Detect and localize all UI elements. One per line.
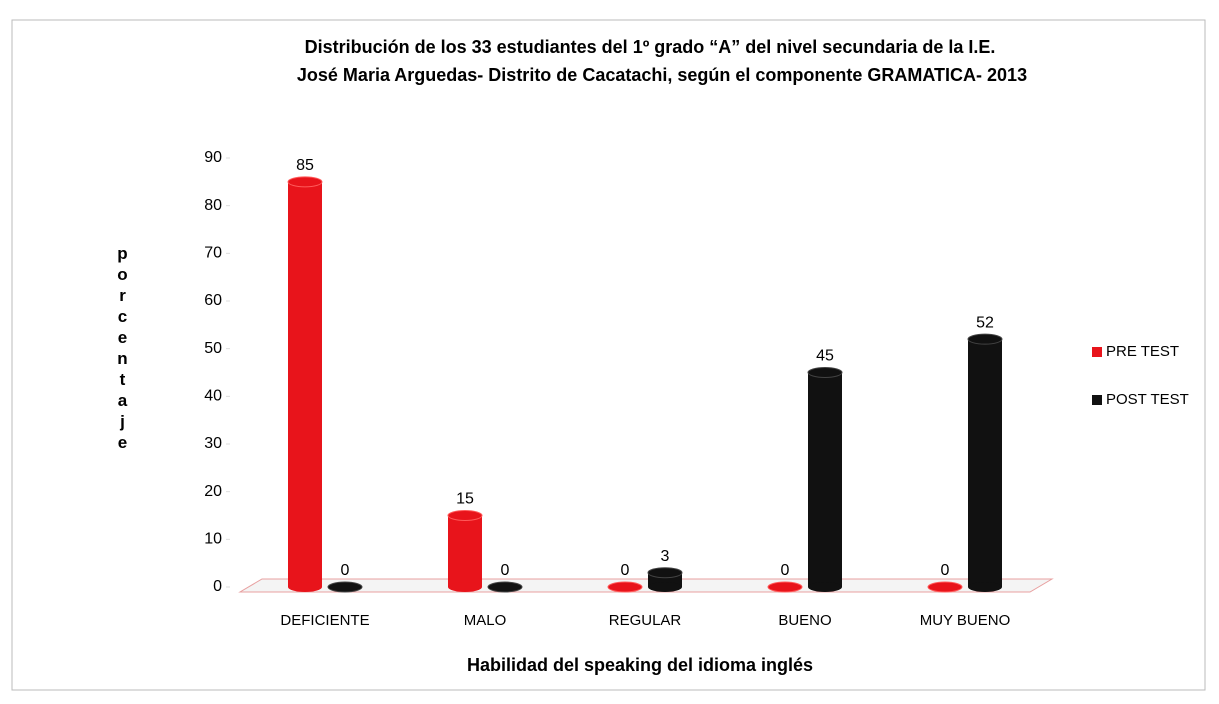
- bar-top: [807, 367, 843, 378]
- legend-swatch: [1092, 395, 1102, 405]
- bar-top: [487, 581, 523, 593]
- bar-top: [287, 176, 323, 188]
- y-tick-label: 60: [204, 292, 222, 309]
- y-tick-label: 0: [213, 578, 222, 595]
- data-label: 15: [456, 491, 474, 508]
- chart-subtitle: José Maria Arguedas- Distrito de Cacatac…: [297, 65, 1027, 85]
- data-label: 45: [816, 348, 834, 365]
- legend-swatch: [1092, 347, 1102, 357]
- legend-label: PRE TEST: [1106, 343, 1179, 360]
- bar-body: [288, 181, 322, 588]
- bar: [447, 510, 483, 592]
- data-label: 0: [941, 562, 950, 579]
- bar-top: [647, 567, 683, 579]
- data-label: 0: [781, 562, 790, 579]
- floor: [238, 578, 1054, 593]
- bar-body: [968, 339, 1002, 587]
- y-tick-label: 70: [204, 245, 222, 262]
- bar: [647, 567, 683, 592]
- x-tick-label: MALO: [464, 612, 507, 629]
- data-label: 3: [661, 548, 670, 565]
- bar: [487, 581, 523, 593]
- data-label: 85: [296, 157, 314, 174]
- y-tick-label: 90: [204, 149, 222, 166]
- bar-body: [448, 515, 482, 587]
- data-label: 0: [621, 562, 630, 579]
- bar-top: [767, 581, 803, 593]
- bar: [327, 581, 363, 593]
- legend-label: POST TEST: [1106, 391, 1189, 408]
- bar-base: [448, 582, 482, 592]
- chart-title: Distribución de los 33 estudiantes del 1…: [305, 37, 996, 57]
- y-tick-label: 40: [204, 388, 222, 405]
- data-label: 52: [976, 314, 994, 331]
- bar-body: [808, 372, 842, 587]
- x-tick-label: DEFICIENTE: [280, 612, 369, 629]
- bar: [927, 581, 963, 593]
- y-tick-label: 20: [204, 483, 222, 500]
- bar: [967, 333, 1003, 592]
- x-tick-label: BUENO: [778, 612, 831, 629]
- x-tick-label: REGULAR: [609, 612, 682, 629]
- y-tick-label: 50: [204, 340, 222, 357]
- bar-base: [288, 582, 322, 592]
- bar-top: [967, 333, 1003, 345]
- bar-top: [447, 510, 483, 521]
- data-label: 0: [501, 562, 510, 579]
- bar: [767, 581, 803, 593]
- y-tick-label: 80: [204, 197, 222, 214]
- bar-top: [327, 581, 363, 593]
- x-axis-label: Habilidad del speaking del idioma inglés: [467, 655, 813, 675]
- chart-frame: [11, 19, 1206, 691]
- bar: [807, 367, 843, 592]
- data-label: 0: [341, 562, 350, 579]
- x-tick-label: MUY BUENO: [920, 612, 1011, 629]
- y-tick-label: 10: [204, 531, 222, 548]
- bar-top: [927, 581, 963, 593]
- bar-base: [808, 582, 842, 592]
- bar-base: [968, 582, 1002, 592]
- bar: [287, 176, 323, 592]
- y-tick-label: 30: [204, 435, 222, 452]
- bar-base: [648, 582, 682, 592]
- bar: [607, 581, 643, 593]
- y-axis-label: porcentaje: [113, 244, 132, 454]
- bar-top: [607, 581, 643, 593]
